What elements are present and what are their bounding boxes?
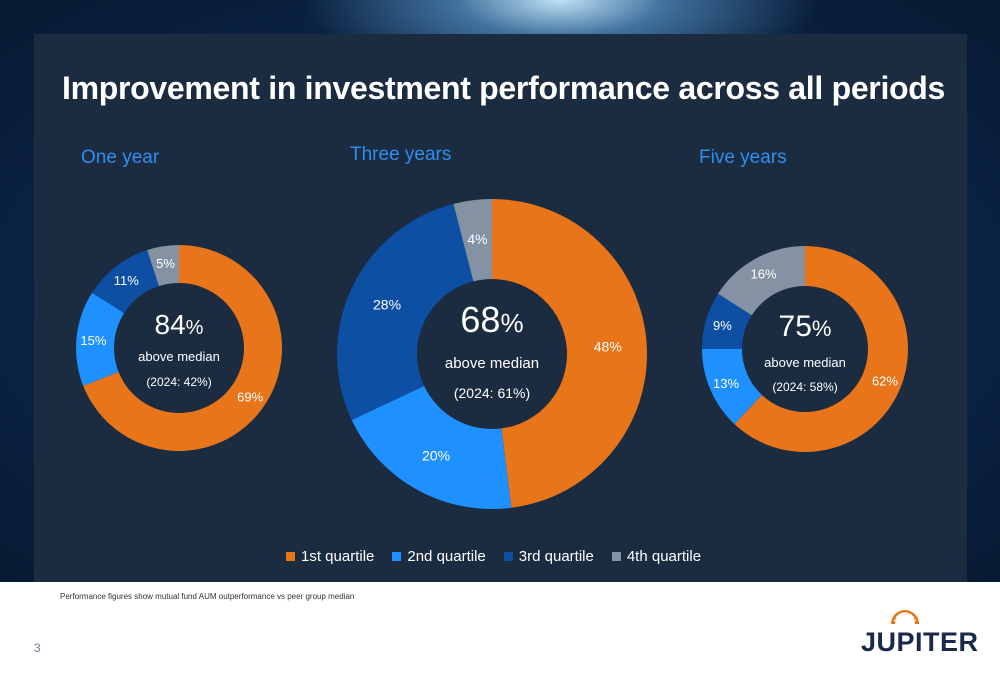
donut-segment-five-years-3rd-quartile (702, 293, 752, 349)
legend-label-1st-quartile: 1st quartile (301, 548, 375, 565)
chart-title-one-year: One year (81, 147, 160, 168)
center-caption-three-years: above median (445, 355, 539, 372)
donut-chart-one-year: 69% 15% 11% 5% 84% above median (2024: 42%) (76, 245, 282, 451)
center-prior-year-one-year: (2024: 42%) (146, 375, 211, 389)
data-label-three-years-3rd-quartile: 28% (373, 297, 401, 313)
donut-segment-three-years-4th-quartile (453, 199, 492, 282)
chart-title-five-years: Five years (699, 147, 787, 168)
center-value-one-year: 84% (155, 309, 204, 340)
donut-segment-five-years-4th-quartile (718, 246, 805, 316)
legend-swatch-2nd-quartile (392, 552, 402, 561)
legend-swatch-1st-quartile (286, 552, 295, 561)
donut-segment-one-year-4th-quartile (147, 245, 179, 287)
legend: 1st quartile 2nd quartile 3rd quartile 4… (286, 548, 701, 565)
center-value-five-years: 75% (779, 310, 832, 343)
legend-item-1st-quartile: 1st quartile (286, 548, 374, 565)
donut-segment-five-years-1st-quartile (734, 246, 908, 452)
legend-item-4th-quartile: 4th quartile (611, 548, 702, 565)
jupiter-logo-icon (891, 610, 919, 624)
footnote: Performance figures show mutual fund AUM… (60, 592, 355, 601)
donut-segment-five-years-2nd-quartile (702, 349, 762, 425)
data-label-three-years-2nd-quartile: 20% (422, 448, 450, 464)
donut-segment-three-years-2nd-quartile (351, 385, 512, 510)
data-label-five-years-2nd-quartile: 13% (713, 376, 739, 391)
jupiter-logo-text: JUPITER (861, 627, 979, 657)
center-caption-five-years: above median (764, 355, 846, 370)
data-label-five-years-1st-quartile: 62% (872, 374, 898, 389)
donut-segment-one-year-2nd-quartile (76, 292, 125, 386)
legend-label-3rd-quartile: 3rd quartile (518, 548, 594, 565)
center-caption-one-year: above median (138, 349, 220, 364)
data-label-five-years-4th-quartile: 16% (751, 267, 777, 282)
donut-chart-five-years: 62% 13% 9% 16% 75% above median (2024: 58%) (702, 246, 908, 452)
data-label-one-year-3rd-quartile: 11% (114, 273, 139, 288)
donut-segment-one-year-1st-quartile (83, 245, 282, 451)
donut-segment-three-years-3rd-quartile (336, 203, 474, 420)
donut-chart-three-years: 48% 20% 28% 4% 68% above median (2024: 61%) (336, 199, 647, 510)
legend-label-4th-quartile: 4th quartile (626, 548, 702, 565)
chart-title-three-years: Three years (350, 144, 452, 165)
data-label-one-year-1st-quartile: 69% (237, 389, 263, 404)
legend-swatch-3rd-quartile (503, 552, 513, 561)
page-number: 3 (34, 641, 41, 655)
data-label-three-years-1st-quartile: 48% (594, 339, 622, 355)
slide-title: Improvement in investment performance ac… (62, 70, 946, 106)
legend-item-3rd-quartile: 3rd quartile (503, 548, 594, 565)
data-label-three-years-4th-quartile: 4% (467, 231, 487, 247)
legend-swatch-4th-quartile (611, 552, 621, 561)
center-prior-year-three-years: (2024: 61%) (454, 385, 530, 401)
data-label-one-year-4th-quartile: 5% (156, 256, 175, 271)
data-label-five-years-3rd-quartile: 9% (713, 318, 732, 333)
center-value-three-years: 68% (460, 299, 523, 340)
center-prior-year-five-years: (2024: 58%) (772, 380, 837, 394)
legend-item-2nd-quartile: 2nd quartile (392, 548, 486, 565)
donut-segment-three-years-1st-quartile (492, 199, 647, 508)
donut-segment-one-year-3rd-quartile (92, 250, 159, 314)
data-label-one-year-2nd-quartile: 15% (80, 333, 106, 348)
legend-label-2nd-quartile: 2nd quartile (407, 548, 486, 565)
